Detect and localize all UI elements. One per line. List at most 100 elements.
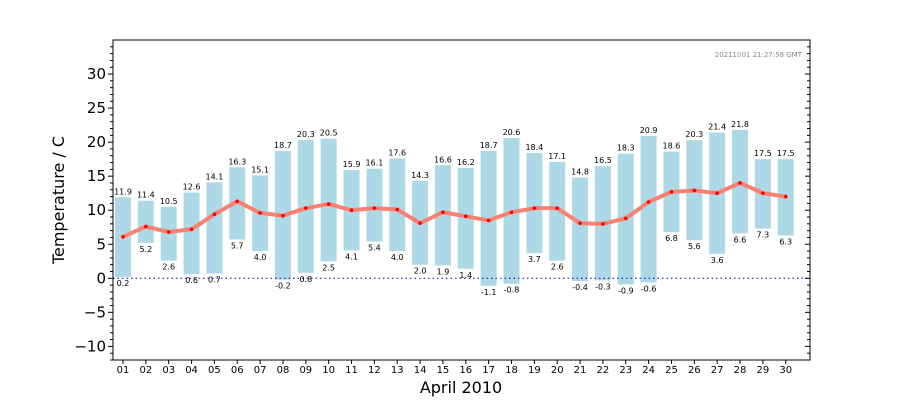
min-value-label-18: -0.8: [504, 286, 520, 295]
max-value-label-12: 16.1: [365, 159, 383, 168]
mean-point-29: [761, 191, 765, 195]
mean-point-17: [486, 218, 491, 223]
min-value-label-30: 6.3: [779, 237, 792, 246]
mean-point-24: [646, 200, 651, 204]
x-tick-label: 19: [528, 365, 541, 376]
max-value-label-03: 10.5: [160, 197, 178, 206]
max-value-label-09: 20.3: [297, 130, 315, 139]
plot-frame: [112, 39, 811, 361]
min-value-label-21: -0.4: [572, 283, 588, 292]
min-value-label-24: -0.6: [641, 284, 657, 293]
x-tick-label: 02: [139, 365, 152, 376]
max-value-label-24: 20.9: [640, 126, 658, 135]
min-value-label-03: 2.6: [162, 263, 175, 272]
max-value-label-20: 17.1: [548, 152, 566, 161]
min-value-label-12: 5.4: [368, 244, 381, 253]
x-tick-label: 07: [254, 365, 267, 376]
x-axis-label: April 2010: [420, 378, 502, 397]
mean-point-23: [623, 216, 628, 221]
max-value-label-16: 16.2: [457, 158, 475, 167]
y-axis-label: Temperature / C: [49, 136, 68, 265]
mean-point-15: [441, 210, 445, 215]
min-value-label-08: -0.2: [275, 282, 291, 291]
x-tick-label: 27: [711, 365, 724, 376]
min-value-label-06: 5.7: [231, 241, 244, 250]
max-value-label-10: 20.5: [320, 129, 338, 138]
max-value-label-17: 18.7: [480, 141, 498, 150]
max-value-label-07: 15.1: [251, 165, 269, 174]
mean-temperature-line: [121, 180, 788, 239]
max-value-label-15: 16.6: [434, 155, 452, 164]
x-tick-label: 08: [277, 365, 290, 376]
x-tick-label: 20: [551, 365, 564, 376]
max-value-label-21: 14.8: [571, 168, 589, 177]
x-tick-label: 17: [482, 365, 495, 376]
range-bar-19: [526, 153, 543, 254]
min-value-label-02: 5.2: [139, 245, 152, 254]
x-tick-label: 15: [437, 365, 450, 376]
max-value-label-01: 11.9: [114, 187, 132, 196]
min-value-label-20: 2.6: [551, 263, 564, 272]
mean-point-30: [783, 194, 788, 199]
max-value-label-06: 16.3: [228, 157, 246, 166]
y-tick-label: −5: [84, 303, 106, 321]
max-value-label-04: 12.6: [183, 183, 201, 192]
min-value-label-19: 3.7: [528, 255, 541, 264]
min-value-label-15: 1.9: [437, 267, 450, 276]
mean-point-01: [121, 234, 125, 239]
min-value-label-27: 3.6: [711, 256, 724, 265]
x-tick-label: 12: [368, 365, 381, 376]
max-value-label-29: 17.5: [754, 149, 772, 158]
mean-point-25: [669, 190, 674, 194]
range-bar-10: [320, 138, 337, 262]
range-bar-21: [572, 177, 589, 282]
mean-point-08: [281, 213, 285, 218]
x-tick-label: 03: [162, 365, 175, 376]
mean-point-07: [258, 211, 262, 215]
range-bar-05: [206, 182, 223, 274]
range-bar-16: [457, 168, 474, 269]
x-tick-label: 13: [391, 365, 404, 376]
range-bar-20: [549, 161, 566, 261]
x-tick-label: 25: [665, 365, 678, 376]
timestamp-label: 20211001 21:27:58 GMT: [715, 51, 803, 59]
mean-point-03: [166, 230, 171, 234]
y-tick-label: 25: [87, 99, 106, 117]
x-tick-label: 01: [117, 365, 130, 376]
max-value-label-28: 21.8: [731, 120, 749, 129]
min-value-label-16: 1.4: [459, 271, 472, 280]
max-value-label-27: 21.4: [708, 123, 726, 132]
max-value-label-26: 20.3: [685, 130, 703, 139]
mean-point-26: [692, 188, 697, 193]
min-value-label-25: 6.8: [665, 234, 678, 243]
range-bar-12: [366, 168, 383, 242]
mean-point-22: [601, 222, 605, 226]
range-bar-04: [183, 192, 200, 275]
max-value-label-13: 17.6: [388, 148, 406, 157]
range-bar-02: [137, 200, 154, 243]
mean-point-04: [189, 227, 194, 232]
bars-group: [115, 129, 794, 286]
max-value-label-25: 18.6: [663, 142, 681, 151]
x-tick-label: 11: [345, 365, 358, 376]
mean-point-02: [144, 224, 148, 229]
min-value-label-28: 6.6: [734, 235, 747, 244]
min-value-label-04: 0.6: [185, 276, 198, 285]
bar-labels-group: 11.9 0.2 11.4 5.2 10.5 2.6 12.6 0.6 14.1 0.7 16.3 5…: [114, 120, 795, 297]
y-tick-label: 20: [87, 133, 106, 151]
mean-point-14: [418, 221, 422, 225]
mean-point-27: [715, 191, 719, 195]
max-value-label-14: 14.3: [411, 171, 429, 180]
y-tick-label: 30: [87, 65, 106, 83]
x-tick-label: 04: [185, 365, 198, 376]
x-tick-label: 30: [779, 365, 792, 376]
mean-point-28: [738, 181, 742, 185]
max-value-label-05: 14.1: [206, 172, 224, 181]
x-tick-label: 09: [299, 365, 312, 376]
max-value-label-22: 16.5: [594, 156, 612, 165]
min-value-label-17: -1.1: [481, 288, 497, 297]
x-tick-label: 28: [734, 365, 747, 376]
